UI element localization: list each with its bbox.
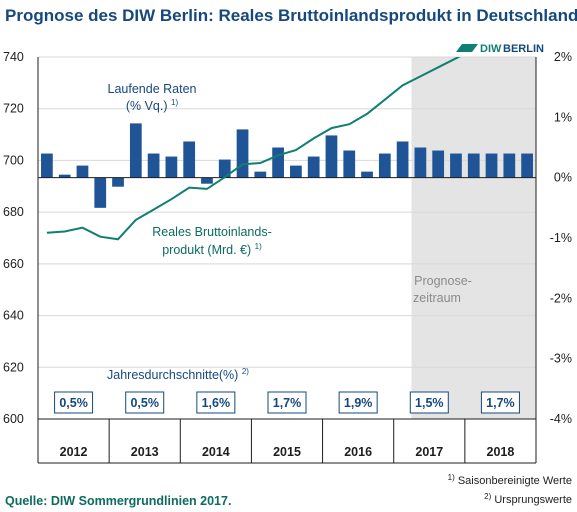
growth-bar xyxy=(94,177,107,208)
annual-average-box xyxy=(54,391,94,414)
growth-bar xyxy=(467,153,480,178)
growth-bar xyxy=(129,123,142,178)
annual-average-value: 1,5% xyxy=(415,396,444,410)
left-tick-label: 740 xyxy=(3,50,24,64)
growth-bar xyxy=(147,153,160,178)
footnote-1: 1) Saisonbereinigte Werte xyxy=(448,473,572,487)
axes xyxy=(37,57,537,464)
source-note: Quelle: DIW Sommergrundlinien 2017. xyxy=(5,494,231,508)
growth-bar xyxy=(290,165,302,178)
right-tick-label: 1% xyxy=(554,110,572,124)
annual-average-value: 1,7% xyxy=(486,396,515,410)
forecast-label-line1: Prognose- xyxy=(414,274,472,288)
left-tick-label: 680 xyxy=(3,205,24,219)
year-label: 2014 xyxy=(202,445,230,459)
annual-average-box xyxy=(409,391,449,414)
growth-bar xyxy=(485,153,498,178)
growth-bar xyxy=(272,147,284,178)
annual-average-box xyxy=(125,391,165,414)
left-tick-label: 600 xyxy=(3,412,24,426)
growth-bar xyxy=(414,147,427,178)
forecast-region xyxy=(411,57,536,419)
left-tick-label: 640 xyxy=(3,309,24,323)
chart-title: Prognose des DIW Berlin: Reales Bruttoin… xyxy=(5,6,577,25)
forecast-label-line2: zeitraum xyxy=(413,291,461,305)
left-tick-label: 660 xyxy=(3,257,24,271)
growth-bar xyxy=(450,153,462,178)
bar-series-label-line2: (% Vq.) 1) xyxy=(126,98,179,113)
diw-arrow-logo-icon xyxy=(456,44,478,52)
annual-averages-label: Jahresdurchschnitte(%) 2) xyxy=(107,367,249,382)
growth-bar xyxy=(201,177,213,184)
growth-bar xyxy=(378,153,391,178)
logo-city: BERLIN xyxy=(503,43,544,55)
growth-bar xyxy=(343,150,356,178)
growth-bar xyxy=(165,156,178,178)
growth-bar xyxy=(76,165,89,178)
year-label: 2015 xyxy=(273,445,301,459)
right-tick-label: -1% xyxy=(550,231,572,245)
growth-bar xyxy=(58,174,71,178)
annual-average-box xyxy=(338,391,378,414)
gridlines xyxy=(38,56,536,420)
growth-bar xyxy=(361,171,373,178)
growth-bar xyxy=(503,153,516,178)
growth-bar xyxy=(236,129,249,178)
annual-average-value: 0,5% xyxy=(59,396,88,410)
annual-average-box xyxy=(480,391,520,414)
x-axis-year-labels: 2012 2013 2014 2015 2016 2017 2018 xyxy=(60,445,515,459)
annual-average-box xyxy=(267,391,307,414)
year-label: 2018 xyxy=(487,445,515,459)
right-tick-label: -2% xyxy=(550,291,572,305)
left-tick-label: 700 xyxy=(3,153,24,167)
right-axis-ticks: -4% -3% -2% -1% 0% 1% 2% xyxy=(550,50,572,426)
year-label: 2017 xyxy=(415,445,443,459)
right-tick-label: 0% xyxy=(554,171,572,185)
growth-bar xyxy=(183,141,196,178)
right-tick-label: 2% xyxy=(554,50,572,64)
growth-bar xyxy=(41,153,53,178)
bar-series xyxy=(38,123,536,208)
growth-bar xyxy=(325,135,338,178)
right-tick-label: -4% xyxy=(550,412,572,426)
year-label: 2016 xyxy=(344,445,372,459)
footnote-2: 2) Ursprungswerte xyxy=(484,492,572,506)
left-axis-ticks: 600 620 640 660 680 700 720 740 xyxy=(3,50,24,426)
year-label: 2012 xyxy=(60,445,88,459)
line-series-label-line1: Reales Bruttoinlands- xyxy=(152,225,272,239)
right-tick-label: -3% xyxy=(550,352,572,366)
annual-average-boxes: 0,5% 0,5% 1,6% 1,7% 1,9% 1,5% 1,7% xyxy=(54,391,520,414)
gdp-line xyxy=(46,57,461,241)
growth-bar xyxy=(254,171,267,178)
annual-average-box xyxy=(196,391,236,414)
left-tick-label: 720 xyxy=(3,102,24,116)
annual-average-value: 1,7% xyxy=(273,396,302,410)
year-label: 2013 xyxy=(131,445,159,459)
growth-bar xyxy=(112,177,124,187)
growth-bar xyxy=(521,153,533,178)
growth-bar xyxy=(307,156,320,178)
left-tick-label: 620 xyxy=(3,360,24,374)
line-series-label-line2: produkt (Mrd. €) 1) xyxy=(162,242,262,257)
annual-average-value: 1,9% xyxy=(344,396,373,410)
logo-brand: DIW xyxy=(480,43,502,55)
growth-bar xyxy=(218,159,231,178)
bar-series-label-line1: Laufende Raten xyxy=(108,82,197,96)
growth-bar xyxy=(396,141,409,178)
annual-average-value: 0,5% xyxy=(130,396,159,410)
annual-average-value: 1,6% xyxy=(202,396,231,410)
growth-bar xyxy=(432,150,445,178)
diw-logo: DIW BERLIN xyxy=(456,43,544,55)
